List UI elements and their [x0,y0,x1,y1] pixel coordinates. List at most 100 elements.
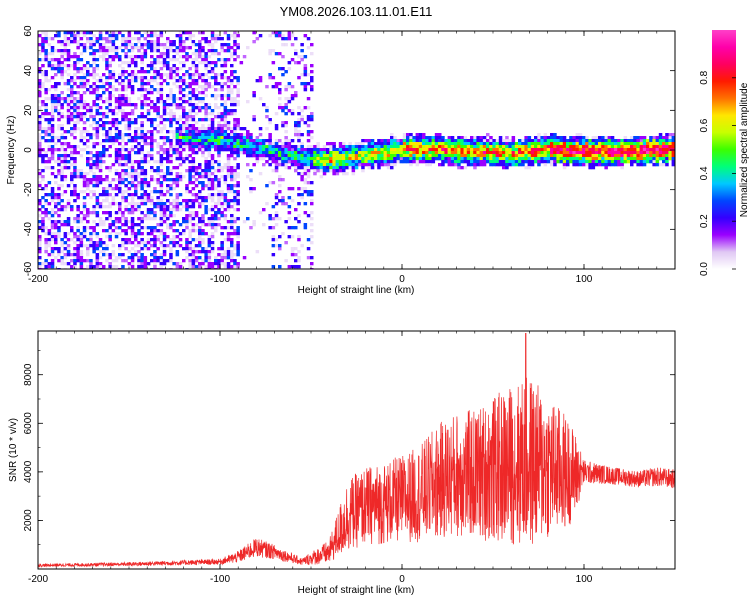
spectrogram-cell [44,247,48,251]
spectrogram-cell [623,151,628,155]
spectrogram-cell [41,49,45,53]
spectrogram-cell [191,136,196,140]
spectrogram-cell [214,217,218,221]
spectrogram-cell [188,109,192,113]
spectrogram-cell [134,202,138,206]
spectrogram-cell [444,154,448,158]
spectrogram-cell [313,169,317,173]
spectrogram-cell [143,94,148,98]
spectrogram-cell [92,127,96,131]
spectrogram-cell [121,265,125,269]
spectrogram-cell [578,142,583,146]
spectrogram-cell [390,133,394,137]
spectrogram-cell [300,82,304,86]
spectrogram-cell [319,154,324,158]
spectrogram-cell [60,67,64,71]
spectrogram-cell [182,82,186,86]
spectrogram-cell [258,79,263,83]
spectrogram-cell [47,202,52,206]
spectrogram-cell [249,136,253,140]
spectrogram-cell [226,34,231,38]
spectrogram-cell [76,109,80,113]
spectrogram-cell [274,217,279,221]
spectrogram-cell [262,103,266,107]
spectrogram-cell [431,148,436,152]
spectrogram-cell [50,145,55,149]
spectrogram-cell [473,139,477,143]
spectrogram-cell [188,139,192,143]
spectrogram-cell [127,127,132,131]
spectrogram-cell [134,187,138,191]
spectrogram-cell [82,142,87,146]
spectrogram-cell [70,106,74,110]
spectrogram-cell [230,265,234,269]
spectrogram-cell [146,214,151,218]
spectrogram-cell [233,202,237,206]
spectrogram-cell [114,49,119,53]
spectrogram-cell [236,124,240,128]
spectrogram-cell [92,220,96,224]
spectrogram-cell [150,124,154,128]
spectrogram-cell [377,139,381,143]
spectrogram-cell [38,121,42,125]
spectrogram-cell [367,166,372,170]
spectrogram-cell [207,175,212,179]
spectrogram-cell [281,157,285,161]
spectrogram-cell [41,127,45,131]
spectrogram-cell [105,130,109,134]
spectrogram-cell [409,136,413,140]
spectrogram-cell [194,145,199,149]
spectrogram-cell [66,142,71,146]
spectrogram-cell [409,139,413,143]
spectrogram-cell [278,160,282,164]
spectrogram-cell [239,133,244,137]
spectrogram-cell [70,94,74,98]
spectrogram-cell [79,76,84,80]
spectrogram-cell [198,85,202,89]
spectrogram-cell [297,121,301,125]
spectrogram-cell [255,37,260,41]
spectrogram-cell [300,172,304,176]
spectrogram-cell [60,241,64,245]
spectrogram-cell [63,58,68,62]
spectrogram-cell [60,199,64,203]
spectrogram-cell [630,151,634,155]
spectrogram-cell [601,154,605,158]
spectrogram-cell [66,94,71,98]
spectrogram-cell [130,148,135,152]
spectrogram-cell [338,142,343,146]
spectrogram-cell [140,67,144,71]
spectrogram-cell [492,154,496,158]
spectrogram-cell [550,142,554,146]
spectrogram-cell [498,136,503,140]
spectrogram-cell [82,31,87,35]
spectrogram-cell [153,160,157,164]
spectrogram-cell [73,220,77,224]
spectrogram-cell [300,73,304,77]
spectrogram-cell [185,145,189,149]
spectrogram-cell [105,166,109,170]
spectrogram-cell [300,148,304,152]
spectrogram-cell [143,52,148,56]
spectrogram-cell [422,157,426,161]
spectrogram-cell [57,82,61,86]
spectrogram-cell [98,76,103,80]
spectrogram-cell [204,139,208,143]
spectrogram-cell [111,244,116,248]
spectrogram-cell [236,181,240,185]
spectrogram-cell [297,130,301,134]
spectrogram-cell [652,148,656,152]
spectrogram-cell [223,61,228,65]
spectrogram-cell [242,151,247,155]
spectrogram-cell [153,253,157,257]
spectrogram-cell [220,241,224,245]
spectrogram-cell [70,148,74,152]
spectrogram-cell [406,151,410,155]
spectrogram-cell [406,145,410,149]
snr-x-tick-label: -200 [28,574,48,585]
spectrogram-cell [342,166,346,170]
spectrogram-cell [137,136,141,140]
spectrogram-cell [79,244,84,248]
spectrogram-cell [550,151,554,155]
spectrogram-cell [127,250,132,254]
